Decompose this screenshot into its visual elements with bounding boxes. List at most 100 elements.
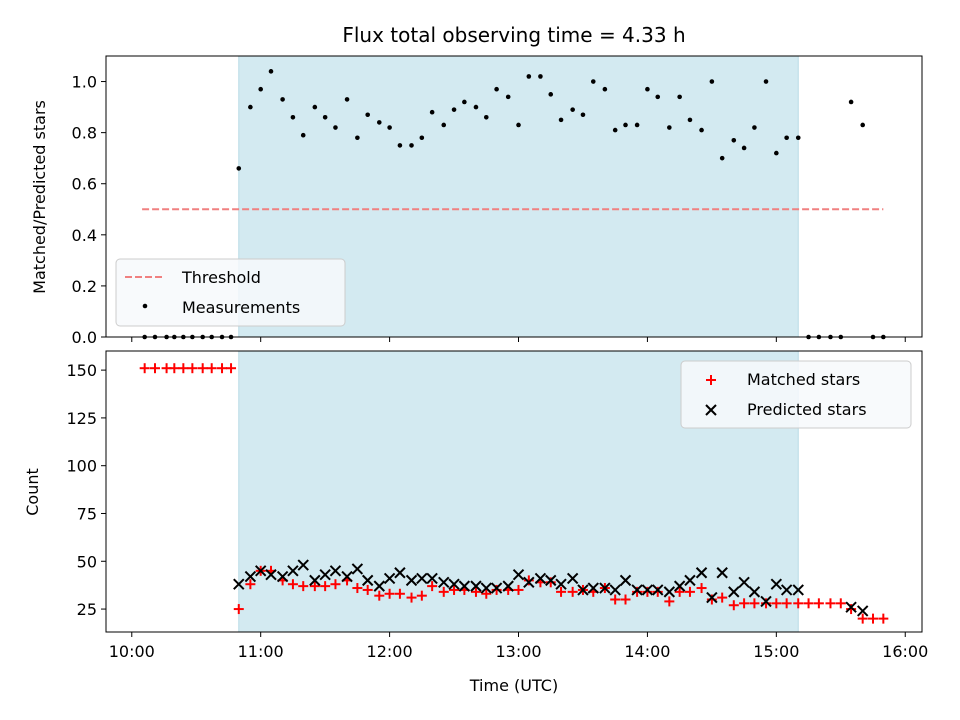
measurement-point <box>300 132 306 138</box>
predicted-star-point <box>319 568 331 581</box>
predicted-star-point <box>748 586 761 598</box>
matched-star-point <box>556 586 567 597</box>
bottom-y-axis-ticks: 25 50 75 100 125 150 <box>66 361 106 619</box>
matched-star-point <box>481 588 492 599</box>
measurement-point <box>687 117 693 123</box>
measurement-point <box>268 69 274 74</box>
chart-title: Flux total observing time = 4.33 h <box>342 23 685 47</box>
predicted-star-point <box>856 605 869 617</box>
predicted-star-point <box>254 565 267 577</box>
matched-star-point <box>298 581 309 592</box>
matched-star-point <box>149 363 160 374</box>
predicted-star-point <box>738 576 750 589</box>
legend-measurements-label: Measurements <box>182 298 300 317</box>
matched-star-point <box>813 598 824 609</box>
measurement-point <box>645 86 650 92</box>
measurement-point <box>623 122 628 128</box>
matched-star-point <box>352 583 363 594</box>
measurement-point <box>763 79 769 84</box>
matched-star-point <box>406 592 417 603</box>
predicted-star-point <box>490 582 503 594</box>
predicted-stars-points <box>233 559 869 617</box>
measurement-point <box>719 155 725 161</box>
top-legend: Threshold Measurements <box>115 258 346 327</box>
matched-star-point <box>233 604 244 615</box>
predicted-star-point <box>233 578 245 590</box>
measurement-point <box>784 135 789 141</box>
matched-star-point <box>545 577 556 588</box>
predicted-star-point <box>448 578 460 590</box>
matched-star-point <box>857 613 868 624</box>
matched-star-point <box>330 579 341 590</box>
top-y-axis-label: Matched/Predicted stars <box>30 100 49 294</box>
matched-star-point <box>567 586 578 597</box>
predicted-star-point <box>373 580 385 592</box>
measurement-point <box>236 166 242 171</box>
matched-star-point <box>846 604 857 615</box>
bottom-plot-frame <box>105 350 923 633</box>
matched-star-point <box>878 613 889 624</box>
measurement-point <box>538 74 543 79</box>
y-tick-label: 75 <box>77 504 97 523</box>
measurement-point <box>409 143 414 148</box>
matched-star-point <box>739 598 750 609</box>
predicted-star-point <box>329 565 342 577</box>
predicted-star-point <box>555 578 567 590</box>
measurement-point <box>258 86 263 92</box>
matched-star-point <box>449 584 460 595</box>
predicted-star-point <box>426 572 438 585</box>
measurement-point <box>483 115 489 120</box>
measurement-point <box>526 74 532 79</box>
measurement-point <box>709 79 715 84</box>
predicted-star-point <box>684 574 696 587</box>
y-tick-label: 125 <box>66 409 97 428</box>
matched-star-point <box>664 596 675 607</box>
bottom-legend: Matched stars Predicted stars <box>680 360 912 429</box>
matched-star-point <box>868 613 879 624</box>
predicted-star-point <box>577 584 589 596</box>
matched-star-point <box>749 598 760 609</box>
predicted-star-point <box>416 572 428 585</box>
measurement-point <box>280 97 285 102</box>
x-tick-label: 10:00 <box>109 642 155 661</box>
predicted-star-point <box>244 570 257 583</box>
predicted-star-point <box>297 559 309 571</box>
measurement-point <box>590 79 596 84</box>
predicted-star-point <box>706 591 718 604</box>
predicted-star-point <box>587 582 599 594</box>
y-tick-label: 0.0 <box>72 328 97 347</box>
matched-star-point <box>374 590 385 601</box>
y-tick-label: 0.4 <box>72 226 97 245</box>
legend-measurements-swatch <box>142 303 148 309</box>
measurement-point <box>848 99 854 105</box>
y-tick-label: 0.2 <box>72 277 97 296</box>
measurement-point <box>741 145 747 151</box>
legend-predicted-marker <box>705 404 717 416</box>
measurement-point <box>248 104 253 110</box>
predicted-star-point <box>438 576 450 589</box>
predicted-star-point <box>845 601 857 613</box>
matched-star-point <box>728 600 739 611</box>
matched-star-point <box>491 584 502 595</box>
measurement-point <box>580 112 586 118</box>
matched-star-point <box>803 598 814 609</box>
measurement-point <box>677 94 682 100</box>
matched-star-point <box>394 588 405 599</box>
matched-star-point <box>684 586 695 597</box>
matched-star-point <box>470 586 481 597</box>
measurement-point <box>365 112 370 118</box>
measurement-point <box>462 99 467 105</box>
predicted-star-point <box>265 568 277 581</box>
y-tick-label: 100 <box>66 457 97 476</box>
matched-star-point <box>825 598 836 609</box>
x-tick-label: 12:00 <box>367 642 413 661</box>
predicted-star-point <box>716 567 728 579</box>
bottom-legend-box <box>680 360 912 429</box>
predicted-star-point <box>361 574 374 587</box>
measurement-point <box>795 135 801 141</box>
top-plot-frame <box>105 55 923 338</box>
measurement-point <box>860 122 866 128</box>
predicted-star-point <box>512 568 525 581</box>
matched-star-point <box>610 594 621 605</box>
